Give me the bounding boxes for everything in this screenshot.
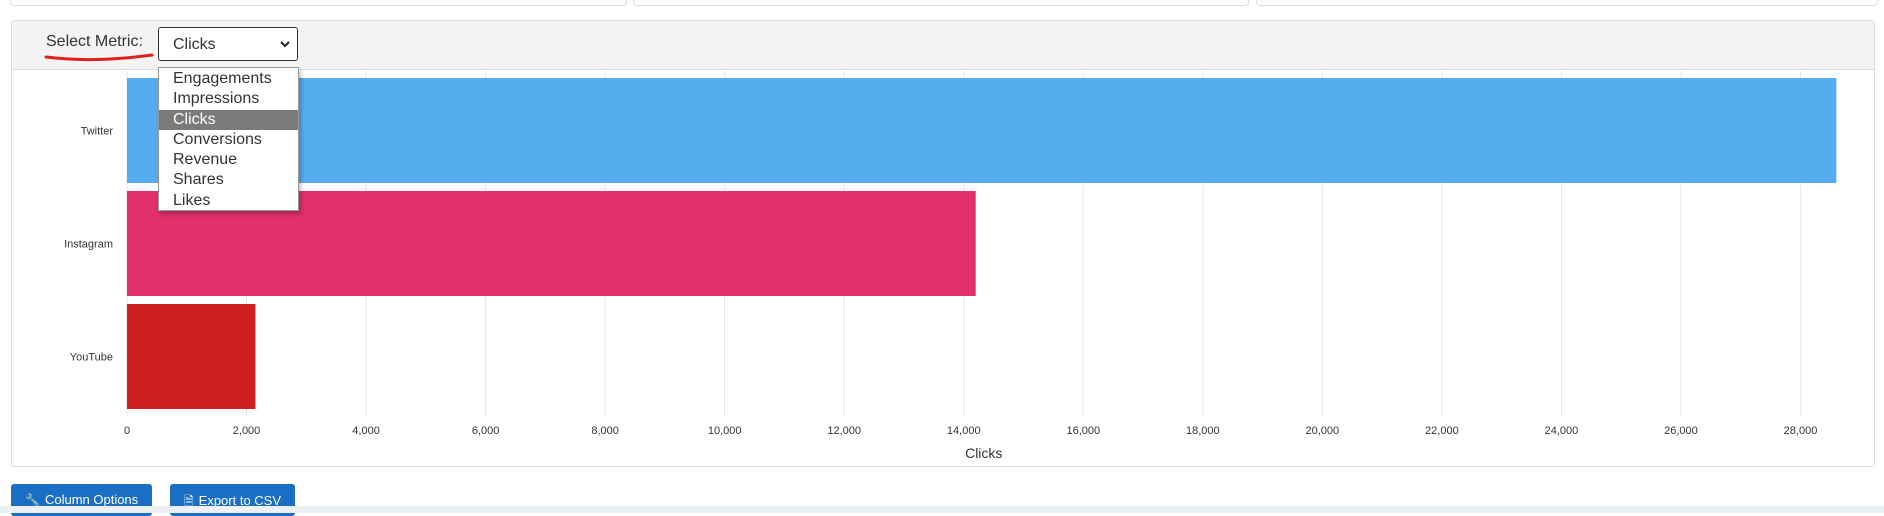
x-tick-label: 12,000 bbox=[827, 425, 861, 437]
metric-select[interactable]: Clicks bbox=[158, 27, 298, 61]
chart-bars bbox=[127, 78, 1837, 409]
wrench-icon: 🔧 bbox=[25, 493, 40, 507]
column-options-label: Column Options bbox=[44, 492, 139, 507]
chart-labels: 0 2,000 4,000 6,000 8,000 10,000 12,000 14,000 1… bbox=[64, 126, 1817, 462]
dropdown-option-revenue[interactable]: Revenue bbox=[173, 151, 238, 169]
x-tick-label: 16,000 bbox=[1066, 425, 1100, 437]
y-category-label: Twitter bbox=[81, 126, 114, 138]
dropdown-option-impressions[interactable]: Impressions bbox=[173, 90, 260, 108]
x-tick-label: 10,000 bbox=[708, 425, 742, 437]
panel-header: Select Metric: Clicks bbox=[12, 21, 1874, 70]
x-tick-label: 26,000 bbox=[1664, 425, 1698, 437]
y-category-label: YouTube bbox=[70, 352, 113, 364]
x-tick-label: 0 bbox=[124, 425, 130, 437]
dropdown-option-conversions[interactable]: Conversions bbox=[173, 130, 262, 148]
bar-youtube bbox=[127, 304, 256, 409]
x-tick-label: 4,000 bbox=[352, 425, 380, 437]
x-tick-label: 24,000 bbox=[1545, 425, 1579, 437]
metric-dropdown-list: Engagements Impressions Clicks Conversions R… bbox=[158, 67, 299, 211]
export-csv-label: Export to CSV bbox=[198, 493, 282, 508]
x-tick-label: 18,000 bbox=[1186, 425, 1220, 437]
top-card-1 bbox=[10, 0, 627, 6]
x-tick-label: 22,000 bbox=[1425, 425, 1459, 437]
x-tick-label: 8,000 bbox=[591, 425, 619, 437]
bar-twitter bbox=[127, 78, 1837, 183]
dropdown-option-engagements[interactable]: Engagements bbox=[173, 70, 272, 87]
top-cards-row bbox=[0, 0, 1884, 6]
x-tick-label: 20,000 bbox=[1306, 425, 1340, 437]
metric-select-value: Clicks bbox=[173, 36, 216, 53]
x-tick-label: 6,000 bbox=[472, 425, 500, 437]
label-underline-annotation bbox=[44, 53, 154, 62]
x-tick-label: 28,000 bbox=[1784, 425, 1818, 437]
bar-chart: 0 2,000 4,000 6,000 8,000 10,000 12,000 14,000 1… bbox=[64, 71, 1837, 462]
x-axis-label: Clicks bbox=[965, 445, 1002, 461]
x-tick-label: 2,000 bbox=[233, 425, 261, 437]
dropdown-option-shares[interactable]: Shares bbox=[173, 171, 224, 189]
file-icon: 🗎 bbox=[184, 494, 194, 508]
dropdown-option-likes[interactable]: Likes bbox=[173, 191, 211, 209]
x-tick-label: 14,000 bbox=[947, 425, 981, 437]
bottom-bar bbox=[0, 506, 1884, 513]
chevron-down-icon bbox=[280, 41, 290, 48]
metric-label: Select Metric: bbox=[46, 33, 143, 50]
dropdown-option-clicks[interactable]: Clicks bbox=[159, 109, 298, 130]
y-category-label: Instagram bbox=[64, 239, 113, 251]
top-card-3 bbox=[1256, 0, 1878, 6]
top-card-2 bbox=[633, 0, 1249, 6]
